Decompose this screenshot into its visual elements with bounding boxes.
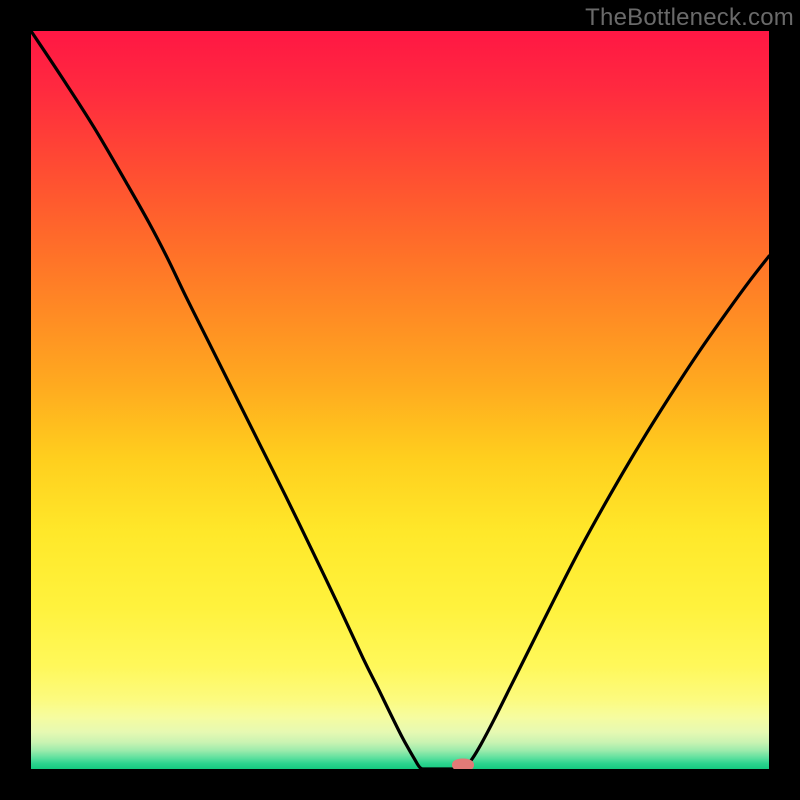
plot-area	[31, 31, 769, 769]
watermark-text: TheBottleneck.com	[585, 4, 794, 32]
optimal-point-marker	[452, 759, 474, 770]
bottleneck-curve	[31, 31, 769, 769]
